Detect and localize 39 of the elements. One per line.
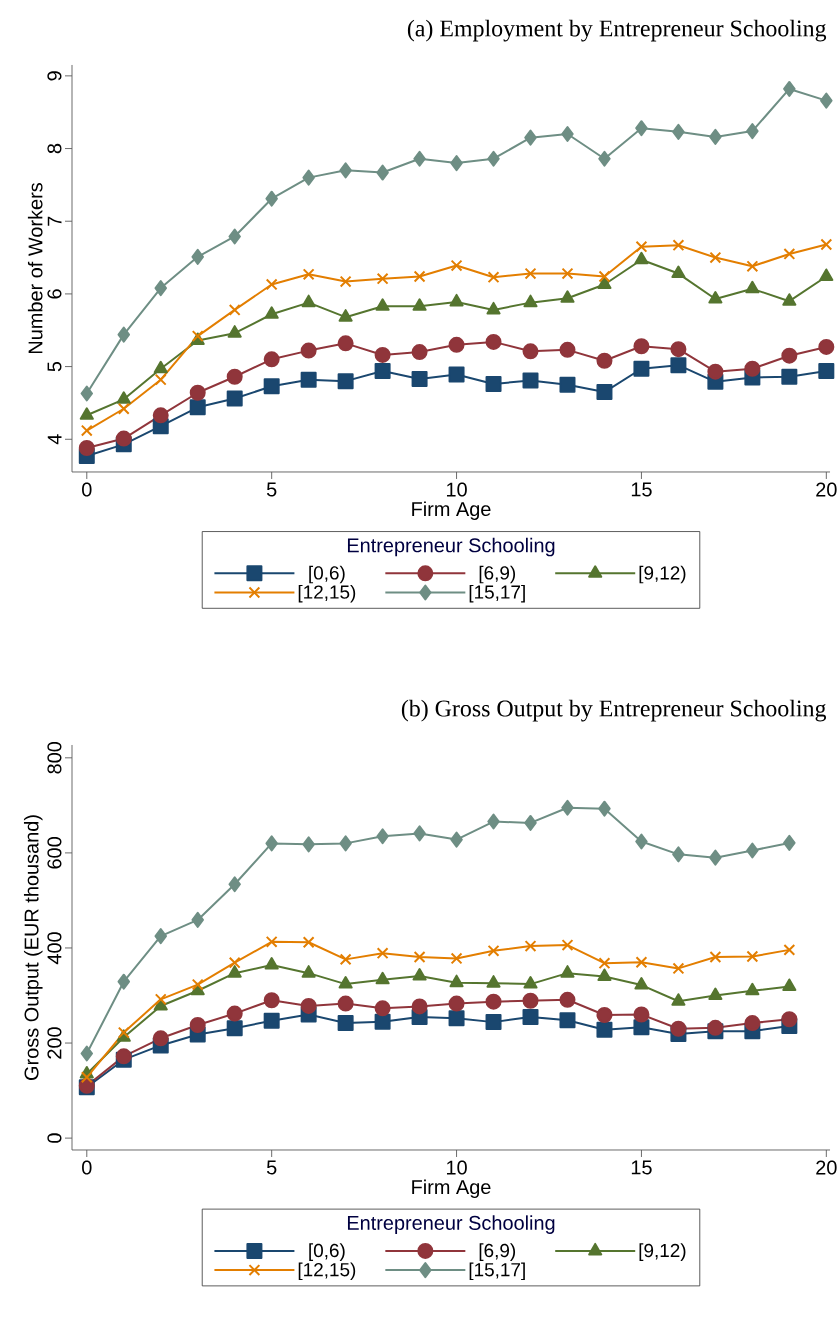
legend-label: [0,6) <box>309 565 345 584</box>
y-tick-label: 800 <box>47 741 62 774</box>
chart-title: (a) Employment by Entrepreneur Schooling <box>407 19 827 42</box>
x-tick-label: 20 <box>816 482 837 497</box>
legend-label: [15,17] <box>469 1262 525 1281</box>
x-tick-label: 5 <box>266 1160 277 1175</box>
y-tick-label: 0 <box>47 1133 62 1143</box>
legend-label: [12,15) <box>298 584 356 603</box>
legend-title: Entrepreneur Schooling <box>347 1215 555 1234</box>
y-tick-label: 8 <box>47 143 62 154</box>
x-axis-title: Firm Age <box>412 501 491 521</box>
legend-label: [6,9) <box>479 565 516 584</box>
y-tick-label: 4 <box>47 434 62 445</box>
x-tick-label: 0 <box>82 482 92 497</box>
legend-label: [6,9) <box>479 1243 516 1261</box>
y-tick-label: 600 <box>47 837 62 869</box>
y-tick-label: 400 <box>47 932 62 965</box>
y-tick-label: 5 <box>47 361 62 372</box>
x-axis-title: Firm Age <box>412 1179 491 1199</box>
x-tick-label: 10 <box>446 482 467 497</box>
x-tick-label: 15 <box>631 1160 652 1175</box>
legend-label: [15,17] <box>469 584 525 603</box>
legend-label: [9,12) <box>639 1243 686 1261</box>
legend-label: [12,15) <box>298 1262 356 1281</box>
y-tick-label: 7 <box>47 216 62 226</box>
x-tick-label: 15 <box>631 482 652 497</box>
legend-label: [9,12) <box>639 565 686 584</box>
x-tick-label: 10 <box>446 1160 467 1175</box>
x-tick-label: 5 <box>266 482 277 497</box>
y-axis-title: Gross Output (EUR thousand) <box>23 815 43 1080</box>
y-tick-label: 9 <box>47 71 62 81</box>
y-axis-title: Number of Workers <box>27 183 43 354</box>
y-tick-label: 6 <box>47 289 62 299</box>
y-tick-label: 200 <box>47 1027 62 1059</box>
legend-title: Entrepreneur Schooling <box>347 537 555 557</box>
x-tick-label: 20 <box>816 1160 837 1175</box>
chart-title: (b) Gross Output by Entrepreneur Schooling <box>401 699 827 722</box>
legend-label: [0,6) <box>309 1243 345 1261</box>
x-tick-label: 0 <box>82 1160 92 1175</box>
